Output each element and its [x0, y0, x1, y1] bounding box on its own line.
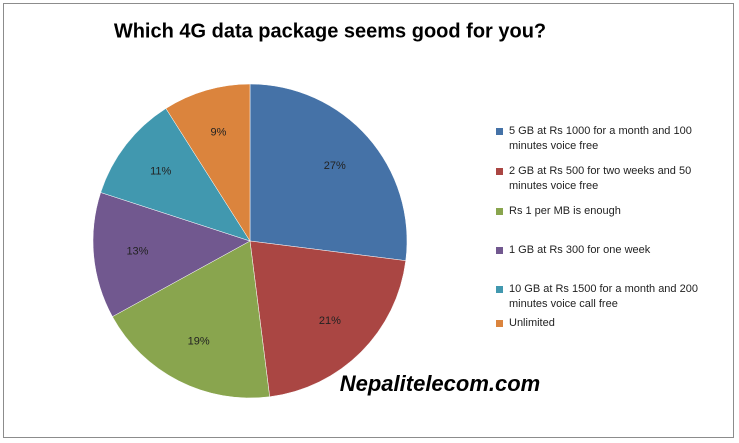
pie-slice: [249, 240, 407, 398]
pie-slice: [92, 192, 251, 317]
chart-frame: [3, 3, 734, 438]
pie-slice: [112, 240, 270, 399]
slice-label: 9%: [211, 126, 227, 138]
slice-label: 21%: [319, 315, 341, 327]
slice-label: 13%: [126, 246, 148, 258]
slice-label: 19%: [188, 336, 210, 348]
legend-item: 5 GB at Rs 1000 for a month and 100 minu…: [496, 124, 711, 154]
watermark: Nepalitelecom.com: [340, 371, 541, 396]
pie-slice: [165, 83, 251, 242]
legend-label: 10 GB at Rs 1500 for a month and 200 min…: [509, 283, 698, 310]
legend-label: Rs 1 per MB is enough: [509, 205, 621, 217]
chart-title: Which 4G data package seems good for you…: [114, 20, 546, 42]
slice-label: 27%: [324, 160, 346, 172]
legend-label: 1 GB at Rs 300 for one week: [509, 244, 651, 256]
legend-swatch: [496, 128, 503, 135]
pie-slice: [249, 83, 408, 261]
legend-item: 1 GB at Rs 300 for one week: [496, 243, 711, 258]
legend-item: 2 GB at Rs 500 for two weeks and 50 minu…: [496, 164, 711, 194]
legend-item: Unlimited: [496, 316, 711, 331]
legend-label: Unlimited: [509, 317, 555, 329]
legend-item: 10 GB at Rs 1500 for a month and 200 min…: [496, 282, 711, 312]
legend-swatch: [496, 168, 503, 175]
legend: 5 GB at Rs 1000 for a month and 100 minu…: [496, 124, 711, 331]
legend-item: Rs 1 per MB is enough: [496, 204, 711, 219]
legend-swatch: [496, 247, 503, 254]
pie-slice: [100, 108, 251, 242]
legend-swatch: [496, 286, 503, 293]
legend-label: 5 GB at Rs 1000 for a month and 100 minu…: [509, 125, 692, 152]
slice-label: 11%: [150, 166, 171, 178]
legend-label: 2 GB at Rs 500 for two weeks and 50 minu…: [509, 165, 692, 192]
legend-swatch: [496, 208, 503, 215]
legend-swatch: [496, 320, 503, 327]
